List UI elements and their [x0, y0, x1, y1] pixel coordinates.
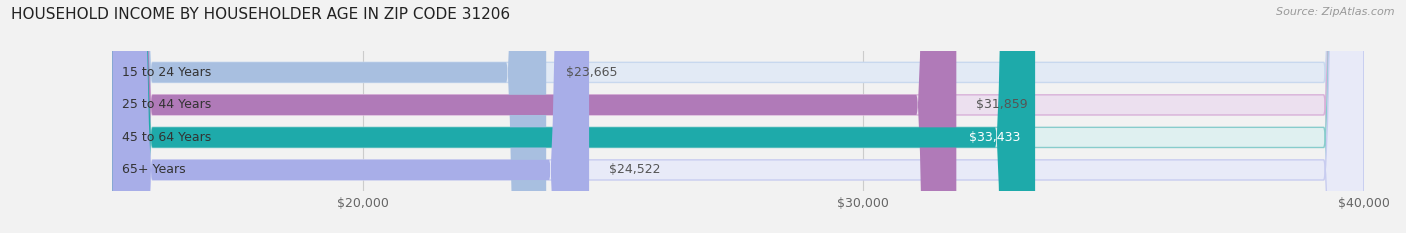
Text: 45 to 64 Years: 45 to 64 Years	[122, 131, 212, 144]
Text: $33,433: $33,433	[969, 131, 1021, 144]
FancyBboxPatch shape	[112, 0, 589, 233]
FancyBboxPatch shape	[112, 0, 1364, 233]
Text: $31,859: $31,859	[976, 98, 1028, 111]
FancyBboxPatch shape	[112, 0, 1364, 233]
Text: HOUSEHOLD INCOME BY HOUSEHOLDER AGE IN ZIP CODE 31206: HOUSEHOLD INCOME BY HOUSEHOLDER AGE IN Z…	[11, 7, 510, 22]
Text: 65+ Years: 65+ Years	[122, 163, 186, 176]
FancyBboxPatch shape	[112, 0, 956, 233]
FancyBboxPatch shape	[112, 0, 1035, 233]
Text: Source: ZipAtlas.com: Source: ZipAtlas.com	[1277, 7, 1395, 17]
FancyBboxPatch shape	[112, 0, 1364, 233]
FancyBboxPatch shape	[112, 0, 1364, 233]
Text: 25 to 44 Years: 25 to 44 Years	[122, 98, 212, 111]
FancyBboxPatch shape	[112, 0, 546, 233]
Text: $23,665: $23,665	[567, 66, 617, 79]
Text: 15 to 24 Years: 15 to 24 Years	[122, 66, 212, 79]
Text: $24,522: $24,522	[609, 163, 661, 176]
